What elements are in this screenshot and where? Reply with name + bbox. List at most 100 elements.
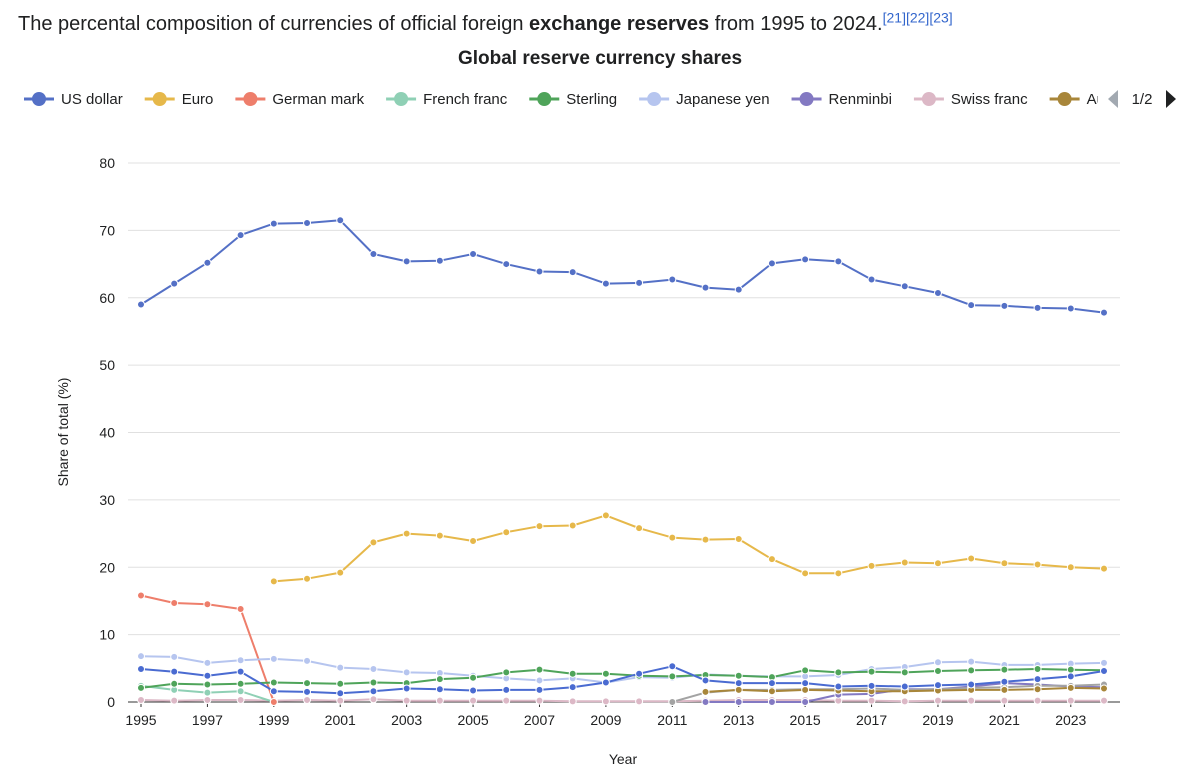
data-point[interactable]: [170, 652, 179, 661]
data-point[interactable]: [933, 681, 942, 690]
data-point[interactable]: [303, 679, 312, 688]
data-point[interactable]: [601, 678, 610, 687]
data-point[interactable]: [269, 577, 278, 586]
data-point[interactable]: [734, 679, 743, 688]
data-point[interactable]: [170, 667, 179, 676]
data-point[interactable]: [801, 698, 810, 706]
data-point[interactable]: [203, 688, 212, 697]
legend-item[interactable]: French franc: [386, 91, 508, 108]
data-point[interactable]: [402, 684, 411, 693]
data-point[interactable]: [1000, 696, 1009, 705]
data-point[interactable]: [1066, 304, 1075, 313]
data-point[interactable]: [369, 695, 378, 704]
data-point[interactable]: [601, 697, 610, 706]
data-point[interactable]: [867, 561, 876, 570]
data-point[interactable]: [568, 683, 577, 692]
legend-item[interactable]: German mark: [235, 91, 365, 108]
data-point[interactable]: [137, 591, 145, 600]
data-point[interactable]: [369, 687, 378, 696]
data-point[interactable]: [801, 679, 810, 688]
data-point[interactable]: [502, 528, 511, 537]
data-point[interactable]: [402, 529, 411, 538]
data-point[interactable]: [236, 656, 245, 665]
data-point[interactable]: [336, 216, 345, 225]
data-point[interactable]: [1000, 685, 1009, 694]
data-point[interactable]: [933, 658, 942, 667]
data-point[interactable]: [369, 538, 378, 547]
data-point[interactable]: [701, 676, 710, 685]
data-point[interactable]: [1066, 563, 1075, 572]
data-point[interactable]: [303, 218, 312, 227]
data-point[interactable]: [1100, 564, 1108, 573]
data-point[interactable]: [967, 680, 976, 689]
data-point[interactable]: [137, 664, 145, 673]
data-point[interactable]: [336, 696, 345, 705]
data-point[interactable]: [834, 569, 843, 578]
data-point[interactable]: [1033, 685, 1042, 694]
legend-item[interactable]: Renminbi: [791, 91, 892, 108]
data-point[interactable]: [701, 283, 710, 292]
legend-item[interactable]: Japanese yen: [639, 91, 770, 108]
data-point[interactable]: [900, 668, 909, 677]
data-point[interactable]: [435, 685, 444, 694]
data-point[interactable]: [236, 695, 245, 704]
data-point[interactable]: [867, 696, 876, 705]
data-point[interactable]: [137, 652, 145, 661]
data-point[interactable]: [336, 663, 345, 672]
data-point[interactable]: [137, 695, 145, 704]
data-point[interactable]: [236, 231, 245, 240]
data-point[interactable]: [801, 666, 810, 675]
data-point[interactable]: [1000, 301, 1009, 310]
data-point[interactable]: [900, 697, 909, 706]
data-point[interactable]: [1033, 303, 1042, 312]
data-point[interactable]: [867, 667, 876, 676]
data-point[interactable]: [203, 658, 212, 667]
data-point[interactable]: [1066, 665, 1075, 674]
data-point[interactable]: [170, 679, 179, 688]
data-point[interactable]: [502, 685, 511, 694]
data-point[interactable]: [535, 685, 544, 694]
data-point[interactable]: [269, 678, 278, 687]
data-point[interactable]: [635, 697, 644, 706]
data-point[interactable]: [137, 300, 145, 309]
data-point[interactable]: [767, 259, 776, 268]
data-point[interactable]: [767, 679, 776, 688]
data-point[interactable]: [933, 289, 942, 298]
data-point[interactable]: [269, 687, 278, 696]
data-point[interactable]: [303, 695, 312, 704]
data-point[interactable]: [801, 255, 810, 264]
legend-item[interactable]: Swiss franc: [913, 91, 1028, 108]
data-point[interactable]: [369, 249, 378, 258]
data-point[interactable]: [668, 275, 677, 284]
data-point[interactable]: [1033, 675, 1042, 684]
data-point[interactable]: [369, 664, 378, 673]
data-point[interactable]: [1100, 696, 1108, 705]
data-point[interactable]: [469, 249, 478, 258]
data-point[interactable]: [701, 535, 710, 544]
data-point[interactable]: [967, 554, 976, 563]
data-point[interactable]: [303, 656, 312, 665]
data-point[interactable]: [535, 676, 544, 685]
data-point[interactable]: [170, 279, 179, 288]
data-point[interactable]: [568, 697, 577, 706]
data-point[interactable]: [933, 667, 942, 676]
data-point[interactable]: [601, 669, 610, 678]
reference-link-2[interactable]: [22]: [905, 9, 930, 26]
data-point[interactable]: [801, 569, 810, 578]
data-point[interactable]: [170, 598, 179, 607]
data-point[interactable]: [1100, 684, 1108, 693]
data-point[interactable]: [269, 219, 278, 228]
data-point[interactable]: [502, 696, 511, 705]
reference-link-1[interactable]: [21]: [882, 9, 906, 26]
data-point[interactable]: [137, 683, 145, 692]
data-point[interactable]: [435, 256, 444, 265]
data-point[interactable]: [834, 668, 843, 677]
data-point[interactable]: [535, 522, 544, 531]
data-point[interactable]: [767, 555, 776, 564]
data-point[interactable]: [1100, 658, 1108, 667]
data-point[interactable]: [435, 696, 444, 705]
legend-item[interactable]: US dollar: [24, 91, 123, 108]
data-point[interactable]: [834, 682, 843, 691]
triangle-right-icon[interactable]: [1166, 90, 1176, 108]
data-point[interactable]: [967, 301, 976, 310]
